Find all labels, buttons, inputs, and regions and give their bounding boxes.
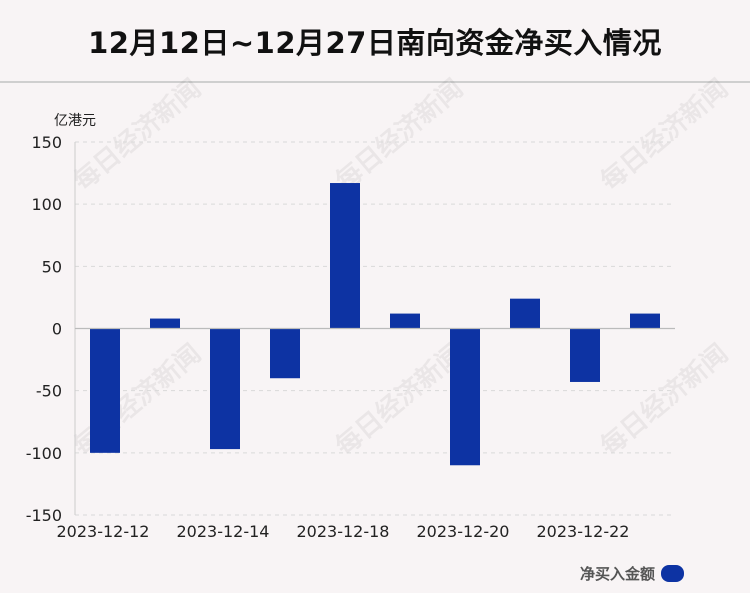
x-tick-label: 2023-12-12 <box>57 522 150 541</box>
y-tick-label: 50 <box>42 257 62 276</box>
bar <box>510 298 540 329</box>
y-tick-label: -50 <box>36 382 62 401</box>
y-tick-label: 150 <box>31 133 62 152</box>
bar <box>210 328 240 450</box>
y-tick-label: 0 <box>52 320 62 339</box>
bar <box>330 183 360 329</box>
y-tick-label: -100 <box>26 444 62 463</box>
bar <box>150 318 180 329</box>
y-tick-label: 100 <box>31 195 62 214</box>
x-tick-label: 2023-12-18 <box>297 522 390 541</box>
bar <box>90 328 120 453</box>
y-axis-unit-label: 亿港元 <box>54 113 96 129</box>
legend: 净买入金额 <box>580 563 684 584</box>
x-tick-label: 2023-12-22 <box>537 522 630 541</box>
chart-title: 12月12日~12月27日南向资金净买入情况 <box>88 25 662 60</box>
bar <box>390 313 420 329</box>
legend-label: 净买入金额 <box>579 565 655 583</box>
bar <box>450 328 480 466</box>
y-tick-label: -150 <box>26 506 62 525</box>
bar <box>570 328 600 382</box>
x-tick-label: 2023-12-20 <box>417 522 510 541</box>
bar <box>630 313 660 329</box>
x-tick-label: 2023-12-14 <box>177 522 270 541</box>
legend-swatch <box>661 565 684 582</box>
title-bar: 12月12日~12月27日南向资金净买入情况 <box>0 0 750 83</box>
bar <box>270 328 300 379</box>
